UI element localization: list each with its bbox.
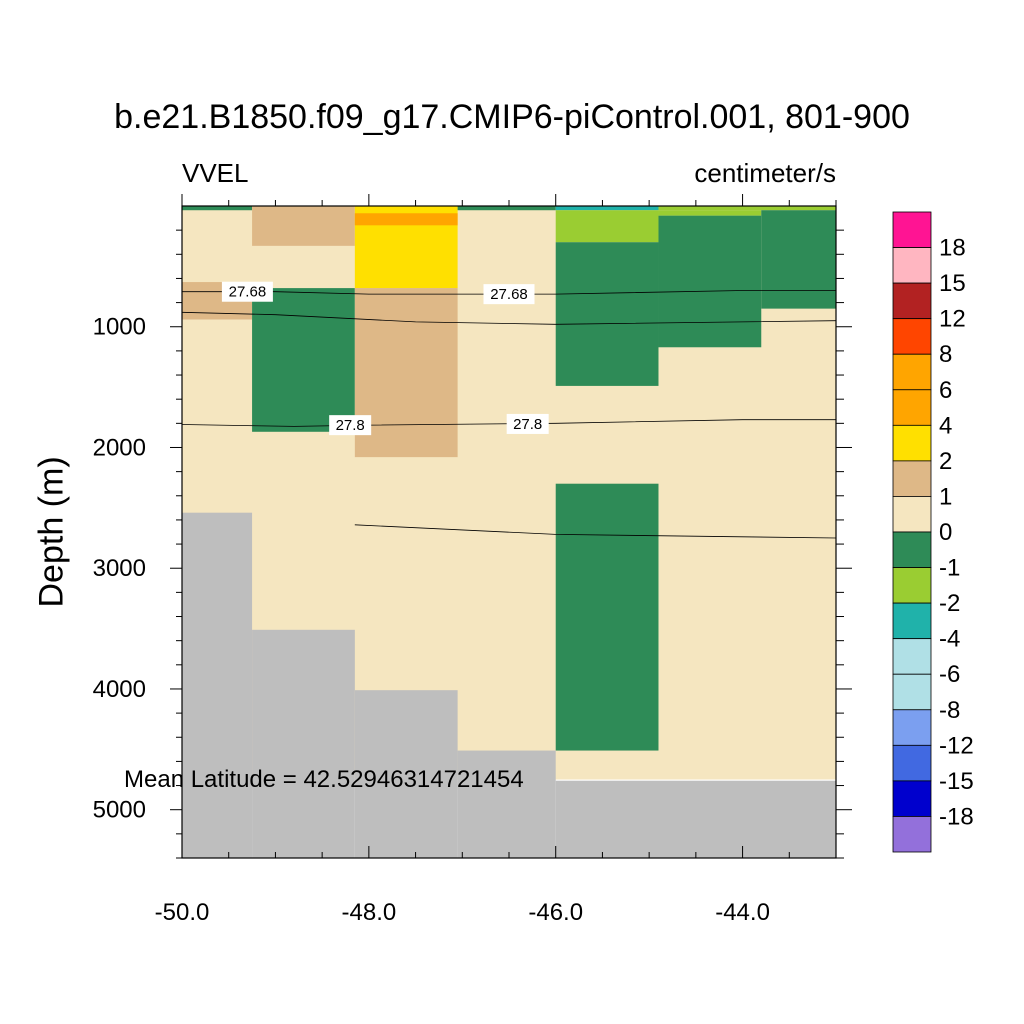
x-tick-label: -46.0 [528,899,583,926]
colorbar-label: -12 [939,732,974,759]
contour-label-bg [483,284,535,305]
missing-region-4 [555,780,836,858]
y-tick-label: 4000 [93,676,146,703]
colorbar-swatch [892,496,932,533]
missing-region-1 [252,629,355,858]
colorbar-swatch [892,816,932,853]
colorbar-label: -4 [939,626,960,653]
colorbar-swatch [892,460,932,497]
colorbar-swatch [892,673,932,711]
data-cell-6 [555,206,659,211]
colorbar-swatch [892,531,932,568]
contour-label: 27.68 [229,284,267,301]
x-tick-label: -44.0 [715,899,770,926]
colorbar-swatch [892,282,932,320]
colorbar-label: 2 [939,448,952,475]
contour-lines: 27.68 27.68 27.8 27.8 [181,281,837,539]
colorbar-swatch [892,638,932,675]
colorbar-swatch [892,709,932,746]
missing-region-3 [457,750,556,858]
missing-regions [182,512,836,858]
data-cell-7 [555,210,659,243]
variable-label: VVEL [182,158,249,188]
colorbar-label: -1 [939,555,960,582]
colorbar-label: 8 [939,341,952,368]
missing-region-2 [354,690,458,858]
data-cell-12 [761,210,836,309]
colorbar-label: -2 [939,590,960,617]
colorbar-swatch [892,247,932,284]
chart-title: b.e21.B1850.f09_g17.CMIP6-piControl.001,… [114,98,910,136]
data-cell-15 [354,288,458,458]
contour-line-3 [354,524,837,539]
colorbar-swatch [892,424,932,462]
colorbar-swatch [892,780,932,817]
data-cell-9 [658,210,762,216]
contour-label-bg [506,413,549,434]
contour-line-2 [181,419,836,427]
data-cell-10 [555,242,659,386]
colorbar-label: 18 [939,235,966,262]
y-tick-label: 5000 [93,797,146,824]
colorbar-label: 1 [939,483,952,510]
data-cell-8 [658,206,836,211]
y-tick-label: 1000 [93,314,146,341]
axis-ticks: -50.0 -48.0 -46.0 -44.0 1000 2000 3000 4000 5000 [93,194,852,926]
colorbar-label: -6 [939,661,960,688]
colorbar-label: -18 [939,803,974,830]
colorbar-swatch [892,744,932,782]
colorbar-label: 15 [939,270,966,297]
y-tick-label: 3000 [93,555,146,582]
colorbar-swatch [892,389,932,426]
data-cell-5 [457,206,556,211]
units-label: centimeter/s [694,158,836,188]
data-cell-14 [252,288,355,432]
colorbar-label: -8 [939,697,960,724]
colorbar-label: 4 [939,412,952,439]
contour-label-bg [221,281,273,302]
colorbar-swatch [892,211,932,248]
data-cell-1 [182,206,253,211]
colorbar-swatch [892,602,932,640]
data-cell-4 [354,213,458,226]
colorbar-label: 12 [939,306,966,333]
contour-label: 27.8 [336,417,365,434]
mean-latitude-annotation: Mean Latitude = 42.52946314721454 [124,766,524,793]
colorbar-label: 6 [939,377,952,404]
contour-line-1 [181,311,837,325]
data-cell-2 [252,206,355,246]
contour-label: 27.68 [490,286,528,303]
y-tick-label: 2000 [93,434,146,461]
colorbar-label: 0 [939,519,952,546]
colorbar: 18 15 12 8 6 4 2 1 0 -1 -2 -4 -6 -8 -12 -15 -18 [892,211,974,853]
data-cell-11 [658,215,762,348]
missing-region-0 [182,512,253,858]
colorbar-swatch [892,567,932,604]
contour-label: 27.8 [513,416,542,433]
x-tick-label: -50.0 [155,899,210,926]
contour-label-bg [329,415,372,436]
colorbar-label: -15 [939,768,974,795]
colorbar-swatch [892,318,932,355]
data-cell-16 [555,483,659,751]
x-tick-label: -48.0 [342,899,397,926]
colorbar-swatch [892,353,932,391]
